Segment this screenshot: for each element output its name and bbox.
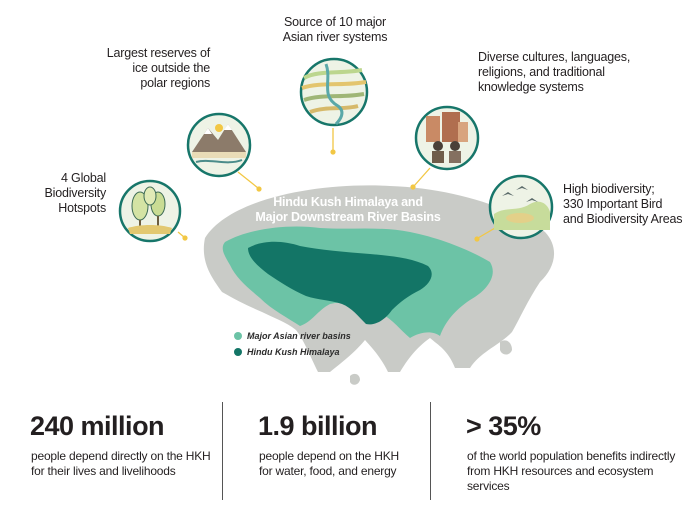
people-culture-icon <box>414 105 480 171</box>
callout-cultures-line-3: knowledge systems <box>478 80 584 94</box>
callout-hotspots: 4 Global Biodiversity Hotspots <box>40 171 106 216</box>
callout-cultures-line-2: religions, and traditional <box>478 65 605 79</box>
stats-divider-2 <box>430 402 431 500</box>
callout-biodiversity: High biodiversity; 330 Important Bird an… <box>563 182 693 227</box>
stat-240-million-desc: people depend directly on the HKH for th… <box>31 449 221 479</box>
legend-hkh-label: Hindu Kush Himalaya <box>247 347 340 357</box>
birds-icon <box>488 174 554 240</box>
stat-1-9-billion: 1.9 billion <box>258 411 378 441</box>
callout-cultures: Diverse cultures, languages, religions, … <box>478 50 638 95</box>
river-icon <box>299 57 369 127</box>
stat-35-percent-desc-line-2: from HKH resources and ecosystem service… <box>467 464 654 493</box>
callout-rivers-line-1: Source of 10 major <box>283 15 386 29</box>
connector-lines <box>177 128 496 239</box>
trees-icon <box>118 179 182 243</box>
stats-divider-1 <box>222 402 223 500</box>
stat-240-million-desc-line-1: people depend directly on the HKH <box>31 449 211 463</box>
legend-hkh-swatch <box>234 348 242 356</box>
callout-biodiversity-line-3: and Biodiversity Areas <box>563 212 683 226</box>
callout-rivers: Source of 10 major Asian river systems <box>272 15 398 45</box>
map-title: Hindu Kush Himalaya and Major Downstream… <box>238 195 458 225</box>
legend-river-basins-label: Major Asian river basins <box>247 331 351 341</box>
stat-1-9-billion-desc-line-1: people depend on the HKH <box>259 449 399 463</box>
callout-ice-line-3: polar regions <box>140 76 210 90</box>
legend-river-basins: Major Asian river basins <box>234 331 351 341</box>
stat-240-million: 240 million <box>30 411 165 441</box>
callout-hotspots-line-3: Hotspots <box>58 201 106 215</box>
callout-ice-line-1: Largest reserves of <box>106 46 210 60</box>
legend-river-basins-swatch <box>234 332 242 340</box>
connector-dots <box>182 149 480 242</box>
callout-hotspots-line-2: Biodiversity <box>44 186 106 200</box>
map-island-1 <box>500 340 512 355</box>
callout-hotspots-line-1: 4 Global <box>61 171 106 185</box>
hkh-region <box>248 241 432 325</box>
callout-biodiversity-line-1: High biodiversity; <box>563 182 655 196</box>
callout-ice: Largest reserves of ice outside the pola… <box>100 46 210 91</box>
stat-240-million-desc-line-2: for their lives and livelihoods <box>31 464 176 478</box>
legend-hkh: Hindu Kush Himalaya <box>234 347 340 357</box>
callout-rivers-line-2: Asian river systems <box>282 30 388 44</box>
map-title-line-1: Hindu Kush Himalaya and <box>273 195 423 209</box>
callout-cultures-line-1: Diverse cultures, languages, <box>478 50 631 64</box>
stat-35-percent-desc-line-1: of the world population benefits indirec… <box>467 449 676 463</box>
stat-1-9-billion-desc-line-2: for water, food, and energy <box>259 464 397 478</box>
mountain-ice-icon <box>186 112 252 178</box>
map-title-line-2: Major Downstream River Basins <box>255 210 441 224</box>
stat-1-9-billion-desc: people depend on the HKH for water, food… <box>259 449 429 479</box>
map-island-2 <box>350 373 360 385</box>
stat-35-percent: > 35% <box>466 411 541 441</box>
callout-biodiversity-line-2: 330 Important Bird <box>563 197 663 211</box>
stat-35-percent-desc: of the world population benefits indirec… <box>467 449 697 494</box>
callout-ice-line-2: ice outside the <box>132 61 210 75</box>
